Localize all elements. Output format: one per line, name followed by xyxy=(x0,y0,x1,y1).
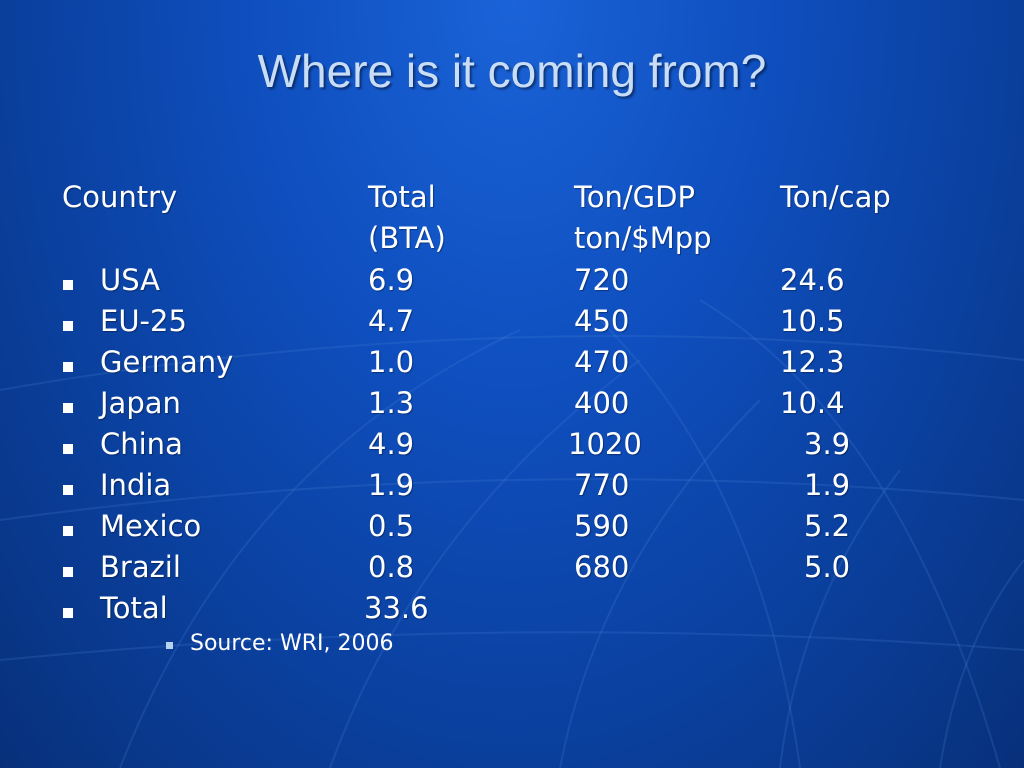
row-ton-cap: 12.3 xyxy=(780,345,845,379)
row-country: China xyxy=(100,427,183,461)
row-country: Brazil xyxy=(100,550,181,584)
row-total: 4.7 xyxy=(368,304,415,338)
sub-bullet-icon xyxy=(166,642,173,649)
row-total: 6.9 xyxy=(368,263,415,297)
row-total: 4.9 xyxy=(368,427,415,461)
bullet-icon xyxy=(63,280,73,290)
bullet-icon xyxy=(63,362,73,372)
row-ton-cap: 5.0 xyxy=(804,550,851,584)
header-total-unit: (BTA) xyxy=(368,221,446,255)
bullet-icon xyxy=(63,485,73,495)
row-ton-cap: 1.9 xyxy=(804,468,851,502)
row-country: Mexico xyxy=(100,509,202,543)
header-ton-cap: Ton/cap xyxy=(780,180,891,214)
row-ton-gdp: 450 xyxy=(574,304,630,338)
row-country: India xyxy=(100,468,172,502)
row-ton-cap: 3.9 xyxy=(804,427,851,461)
row-total: 0.5 xyxy=(368,509,415,543)
source-note: Source: WRI, 2006 xyxy=(190,631,394,656)
bullet-icon xyxy=(63,444,73,454)
row-ton-gdp: 470 xyxy=(574,345,630,379)
header-ton-gdp-unit: ton/$Mpp xyxy=(574,221,712,255)
row-ton-cap: 10.4 xyxy=(780,386,845,420)
bullet-icon xyxy=(63,526,73,536)
row-ton-cap: 10.5 xyxy=(780,304,845,338)
row-country: Germany xyxy=(100,345,234,379)
row-ton-cap: 24.6 xyxy=(780,263,845,297)
row-total: 0.8 xyxy=(368,550,415,584)
bullet-icon xyxy=(63,608,73,618)
header-country: Country xyxy=(62,180,178,214)
total-row-value: 33.6 xyxy=(364,591,429,625)
row-ton-gdp: 590 xyxy=(574,509,630,543)
row-country: Japan xyxy=(100,386,181,420)
row-ton-gdp: 720 xyxy=(574,263,630,297)
row-total: 1.9 xyxy=(368,468,415,502)
row-ton-gdp: 680 xyxy=(574,550,630,584)
row-ton-gdp: 400 xyxy=(574,386,630,420)
slide-title: Where is it coming from? xyxy=(257,45,767,97)
row-country: USA xyxy=(100,263,161,297)
row-country: EU-25 xyxy=(100,304,187,338)
header-ton-gdp: Ton/GDP xyxy=(574,180,695,214)
total-row-label: Total xyxy=(100,591,168,625)
bullet-icon xyxy=(63,567,73,577)
row-total: 1.0 xyxy=(368,345,415,379)
bullet-icon xyxy=(63,321,73,331)
bullet-icon xyxy=(63,403,73,413)
row-ton-gdp: 770 xyxy=(574,468,630,502)
row-ton-cap: 5.2 xyxy=(804,509,851,543)
row-total: 1.3 xyxy=(368,386,415,420)
row-ton-gdp: 1020 xyxy=(568,427,642,461)
header-total: Total xyxy=(368,180,436,214)
